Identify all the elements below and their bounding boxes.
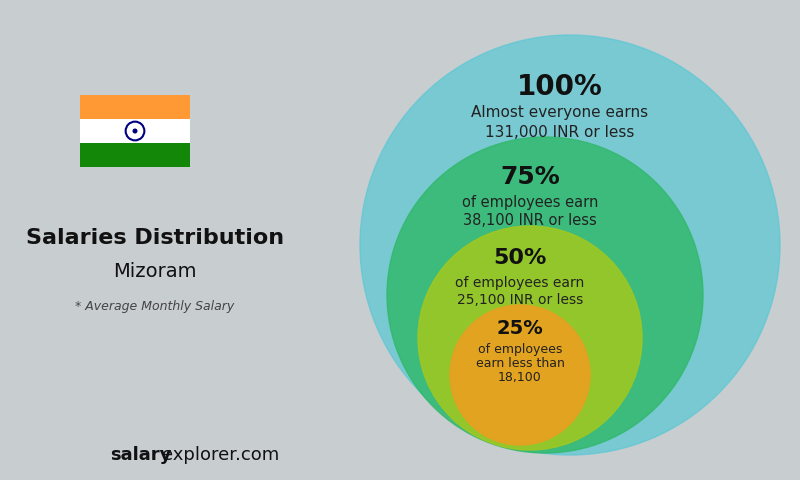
Circle shape xyxy=(360,35,780,455)
Bar xyxy=(80,119,190,143)
Text: explorer.com: explorer.com xyxy=(162,446,279,464)
Text: 18,100: 18,100 xyxy=(498,371,542,384)
Circle shape xyxy=(387,137,703,453)
Text: earn less than: earn less than xyxy=(475,357,565,370)
Text: 38,100 INR or less: 38,100 INR or less xyxy=(463,213,597,228)
Text: 25,100 INR or less: 25,100 INR or less xyxy=(457,293,583,307)
Text: * Average Monthly Salary: * Average Monthly Salary xyxy=(75,300,234,313)
Text: 75%: 75% xyxy=(500,165,560,189)
Text: of employees: of employees xyxy=(478,343,562,356)
Text: Salaries Distribution: Salaries Distribution xyxy=(26,228,284,248)
Bar xyxy=(80,95,190,119)
Text: 131,000 INR or less: 131,000 INR or less xyxy=(486,125,634,140)
Text: 50%: 50% xyxy=(494,248,546,268)
Circle shape xyxy=(418,226,642,450)
Text: of employees earn: of employees earn xyxy=(462,195,598,210)
Text: 25%: 25% xyxy=(497,319,543,338)
Text: Mizoram: Mizoram xyxy=(114,262,197,281)
Text: of employees earn: of employees earn xyxy=(455,276,585,290)
Circle shape xyxy=(450,305,590,445)
Text: salary: salary xyxy=(110,446,171,464)
Text: Almost everyone earns: Almost everyone earns xyxy=(471,105,649,120)
Bar xyxy=(80,143,190,167)
Circle shape xyxy=(133,129,137,133)
Text: 100%: 100% xyxy=(517,73,603,101)
